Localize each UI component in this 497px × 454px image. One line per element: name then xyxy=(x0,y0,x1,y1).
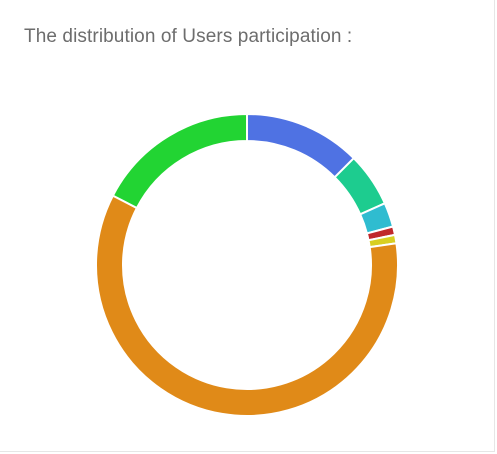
card-title: The distribution of Users participation … xyxy=(24,26,353,47)
doughnut-slice-7[interactable] xyxy=(111,112,248,210)
doughnut-slice-1[interactable] xyxy=(246,112,356,179)
doughnut-slice-6[interactable] xyxy=(95,194,399,417)
